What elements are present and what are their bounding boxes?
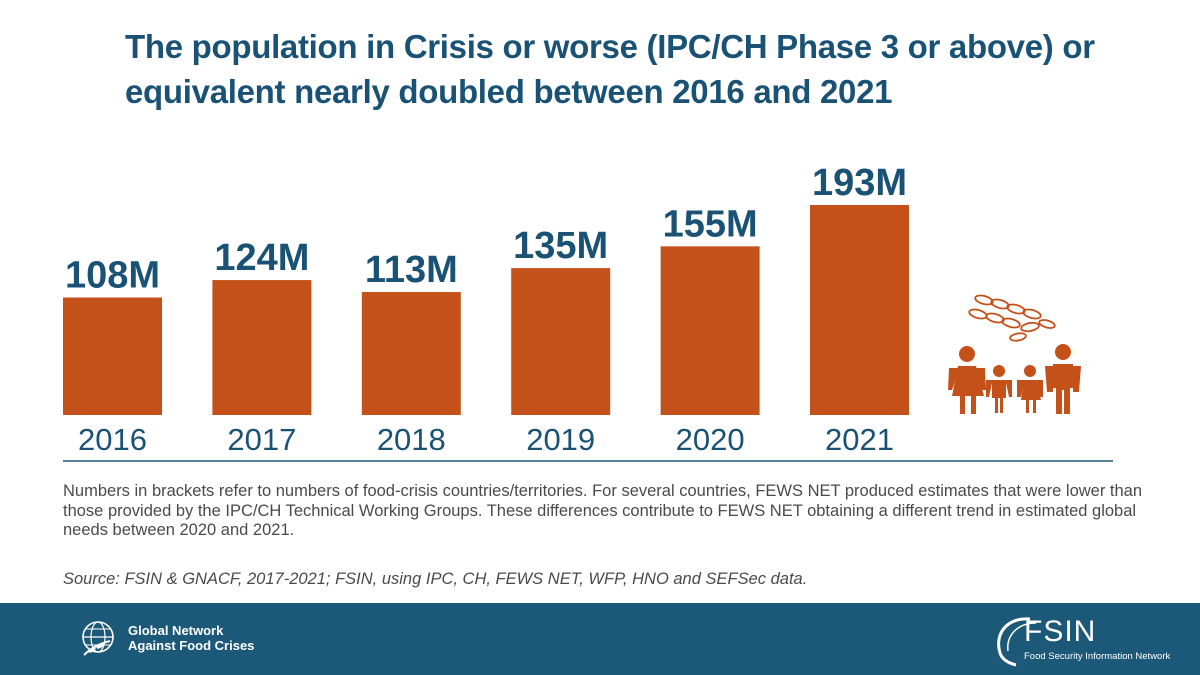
category-label-2020: 2020 [676, 422, 745, 457]
value-labels-group: 108M 124M 113M 135M 155M 193M [65, 162, 907, 296]
gnafc-logo-line2: Against Food Crises [128, 638, 255, 653]
gnafc-logo[interactable]: Global Network Against Food Crises [78, 617, 254, 659]
globe-wheat-icon [82, 621, 114, 656]
category-label-2016: 2016 [78, 422, 147, 457]
category-label-2018: 2018 [377, 422, 446, 457]
source-note: Source: FSIN & GNACF, 2017-2021; FSIN, u… [63, 570, 808, 588]
value-label-2019: 135M [513, 225, 608, 267]
bar-2017 [212, 280, 312, 415]
value-label-2017: 124M [214, 237, 309, 279]
fsin-logo-tagline: Food Security Information Network [1024, 651, 1171, 662]
value-label-2020: 155M [663, 203, 758, 245]
value-label-2018: 113M [365, 249, 458, 291]
fsin-logo-name: FSIN [1024, 615, 1097, 648]
bar-2019 [511, 268, 611, 415]
gnafc-logo-text: Global Network Against Food Crises [128, 623, 254, 653]
bar-2021 [810, 205, 909, 415]
bar-2020 [660, 246, 760, 415]
fsin-logo[interactable]: FSIN Food Security Information Network [990, 613, 1180, 669]
category-label-2017: 2017 [227, 422, 296, 457]
footer-bar: Global Network Against Food Crises FSIN … [0, 603, 1200, 675]
bar-2018 [361, 292, 461, 415]
bars-group [63, 205, 909, 415]
bar-2016 [63, 297, 162, 415]
family-grain-icon [948, 294, 1081, 414]
fsin-swoosh-icon [997, 617, 1037, 667]
footnote: Numbers in brackets refer to numbers of … [63, 482, 1143, 539]
value-label-2021: 193M [812, 162, 907, 204]
value-label-2016: 108M [65, 254, 160, 296]
gnafc-logo-line1: Global Network [128, 623, 224, 638]
category-label-2019: 2019 [526, 422, 595, 457]
category-label-2021: 2021 [825, 422, 894, 457]
chart-title: The population in Crisis or worse (IPC/C… [125, 28, 1095, 110]
category-labels-group: 2016 2017 2018 2019 2020 2021 [78, 422, 894, 457]
